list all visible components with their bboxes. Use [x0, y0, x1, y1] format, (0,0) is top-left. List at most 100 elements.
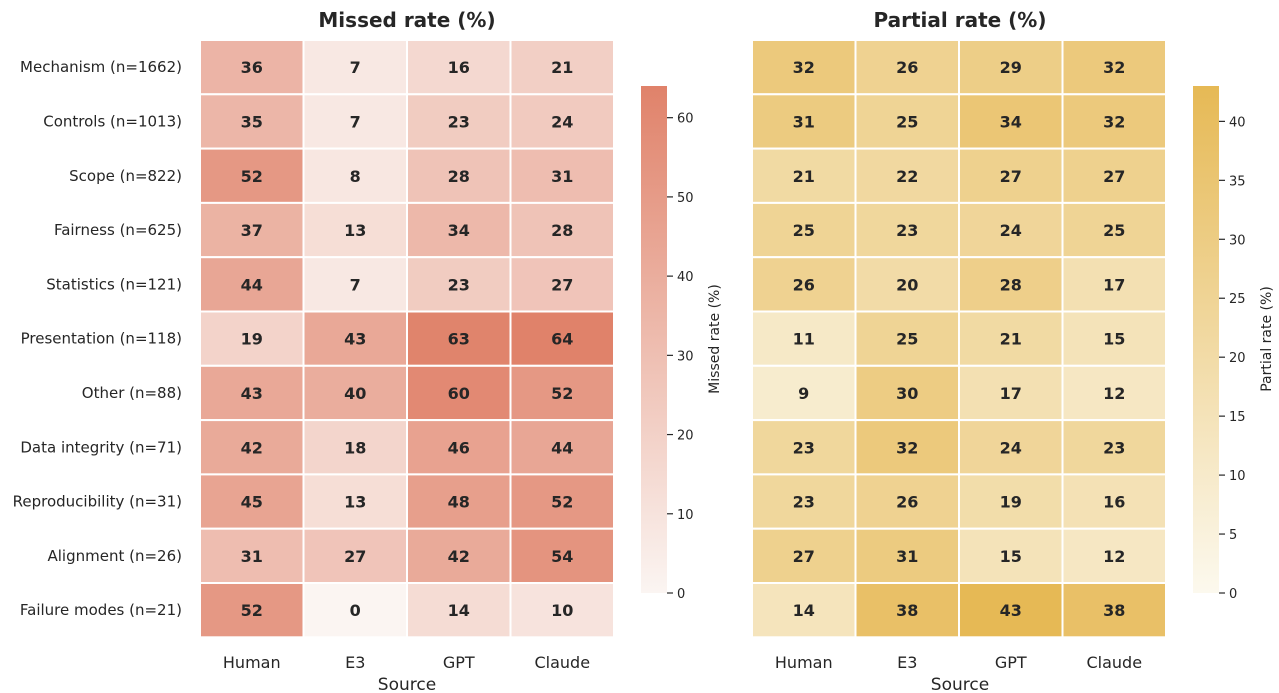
partial-colorbar-tick-label: 10	[1229, 469, 1246, 484]
missed-cell	[509, 39, 615, 96]
partial-cell	[854, 256, 960, 313]
missed-cell-value: 23	[448, 275, 470, 294]
partial-cell	[958, 582, 1064, 639]
missed-cell-value: 40	[344, 384, 366, 403]
missed-column-label: Human	[223, 653, 281, 672]
missed-cell	[302, 201, 408, 259]
missed-cell-value: 7	[350, 58, 361, 77]
partial-cell-value: 43	[1000, 601, 1022, 620]
missed-column-label: Claude	[534, 653, 590, 672]
partial-colorbar-label: Partial rate (%)	[1259, 286, 1275, 392]
missed-colorbar-tick-label: 50	[677, 191, 694, 206]
missed-cell-value: 43	[344, 330, 366, 349]
partial-cell	[1061, 582, 1167, 639]
missed-cell	[199, 256, 305, 313]
missed-cell-value: 13	[344, 493, 366, 512]
partial-colorbar-tick-label: 25	[1229, 292, 1246, 307]
missed-cell-value: 7	[350, 112, 361, 131]
partial-cell-value: 23	[793, 438, 815, 457]
missed-cell	[509, 364, 615, 422]
partial-cell-value: 9	[798, 384, 809, 403]
partial-cell-value: 14	[793, 601, 815, 620]
missed-cell	[509, 147, 615, 204]
missed-cell	[302, 93, 408, 150]
missed-cell-value: 44	[241, 275, 263, 294]
partial-cell	[958, 201, 1064, 259]
partial-cell-value: 23	[793, 493, 815, 512]
missed-colorbar-tick-label: 10	[677, 508, 694, 523]
row-label: Statistics (n=121)	[46, 275, 182, 293]
missed-cell-value: 36	[241, 58, 263, 77]
partial-cell	[854, 527, 960, 585]
partial-cell-value: 32	[793, 58, 815, 77]
missed-cell-value: 8	[350, 167, 361, 186]
missed-cell-value: 28	[551, 221, 573, 240]
partial-colorbar-tick-label: 15	[1229, 410, 1246, 425]
row-label: Data integrity (n=71)	[20, 438, 182, 456]
partial-cell-value: 15	[1000, 547, 1022, 566]
missed-cell	[509, 473, 615, 530]
row-label: Controls (n=1013)	[43, 112, 182, 130]
partial-cell	[958, 310, 1064, 367]
missed-cell-value: 52	[551, 384, 573, 403]
partial-colorbar: 0 5 10 15 20 25 30 35 40 Partial rate (%)	[1193, 86, 1275, 602]
partial-cell-value: 31	[896, 547, 918, 566]
missed-cell-value: 35	[241, 112, 263, 131]
partial-cell-value: 19	[1000, 493, 1022, 512]
partial-cell-value: 27	[793, 547, 815, 566]
partial-column-label: Human	[775, 653, 833, 672]
partial-cell-value: 16	[1103, 493, 1125, 512]
partial-title: Partial rate (%)	[874, 8, 1047, 32]
missed-cell-value: 48	[448, 493, 470, 512]
row-label: Fairness (n=625)	[54, 221, 182, 239]
missed-cell-value: 45	[241, 493, 263, 512]
partial-colorbar-tick-label: 30	[1229, 233, 1246, 248]
partial-cell	[1061, 527, 1167, 585]
partial-cell-value: 21	[793, 167, 815, 186]
partial-cell-value: 17	[1000, 384, 1022, 403]
partial-cell	[854, 310, 960, 367]
partial-cell	[1061, 147, 1167, 204]
partial-cell-value: 26	[896, 58, 918, 77]
partial-cell	[751, 256, 857, 313]
missed-title: Missed rate (%)	[318, 8, 495, 32]
partial-cell	[1061, 473, 1167, 530]
partial-cell	[958, 147, 1064, 204]
missed-colorbar: 0 10 20 30 40 50 60 Missed rate (%)	[641, 86, 723, 602]
missed-cell-value: 28	[448, 167, 470, 186]
partial-cell	[751, 473, 857, 530]
missed-cell-value: 13	[344, 221, 366, 240]
missed-cell	[509, 582, 615, 639]
partial-cell	[958, 527, 1064, 585]
partial-cell-value: 21	[1000, 330, 1022, 349]
partial-column-label: E3	[897, 653, 917, 672]
partial-cell-value: 34	[1000, 112, 1022, 131]
partial-cell	[854, 364, 960, 422]
partial-colorbar-tick-label: 20	[1229, 351, 1246, 366]
partial-cell	[958, 473, 1064, 530]
partial-cell	[1061, 201, 1167, 259]
missed-cell-value: 31	[241, 547, 263, 566]
missed-cell-value: 10	[551, 601, 573, 620]
partial-cell-value: 20	[896, 275, 918, 294]
partial-cell	[1061, 310, 1167, 367]
missed-cell	[199, 527, 305, 585]
missed-cell-value: 64	[551, 330, 573, 349]
missed-cell-value: 31	[551, 167, 573, 186]
missed-cell-value: 52	[241, 601, 263, 620]
missed-colorbar-tick-label: 60	[677, 112, 694, 127]
missed-cell	[509, 93, 615, 150]
missed-cell	[406, 310, 512, 367]
missed-cell-value: 52	[241, 167, 263, 186]
missed-cell-value: 60	[448, 384, 470, 403]
missed-cell-value: 37	[241, 221, 263, 240]
partial-cell-value: 25	[896, 330, 918, 349]
missed-cell-value: 46	[448, 438, 470, 457]
partial-cell	[751, 93, 857, 150]
missed-x-axis-label: Source	[378, 675, 436, 693]
partial-cell	[751, 364, 857, 422]
partial-cell	[854, 201, 960, 259]
missed-cell-value: 14	[448, 601, 470, 620]
partial-cell-value: 25	[1103, 221, 1125, 240]
